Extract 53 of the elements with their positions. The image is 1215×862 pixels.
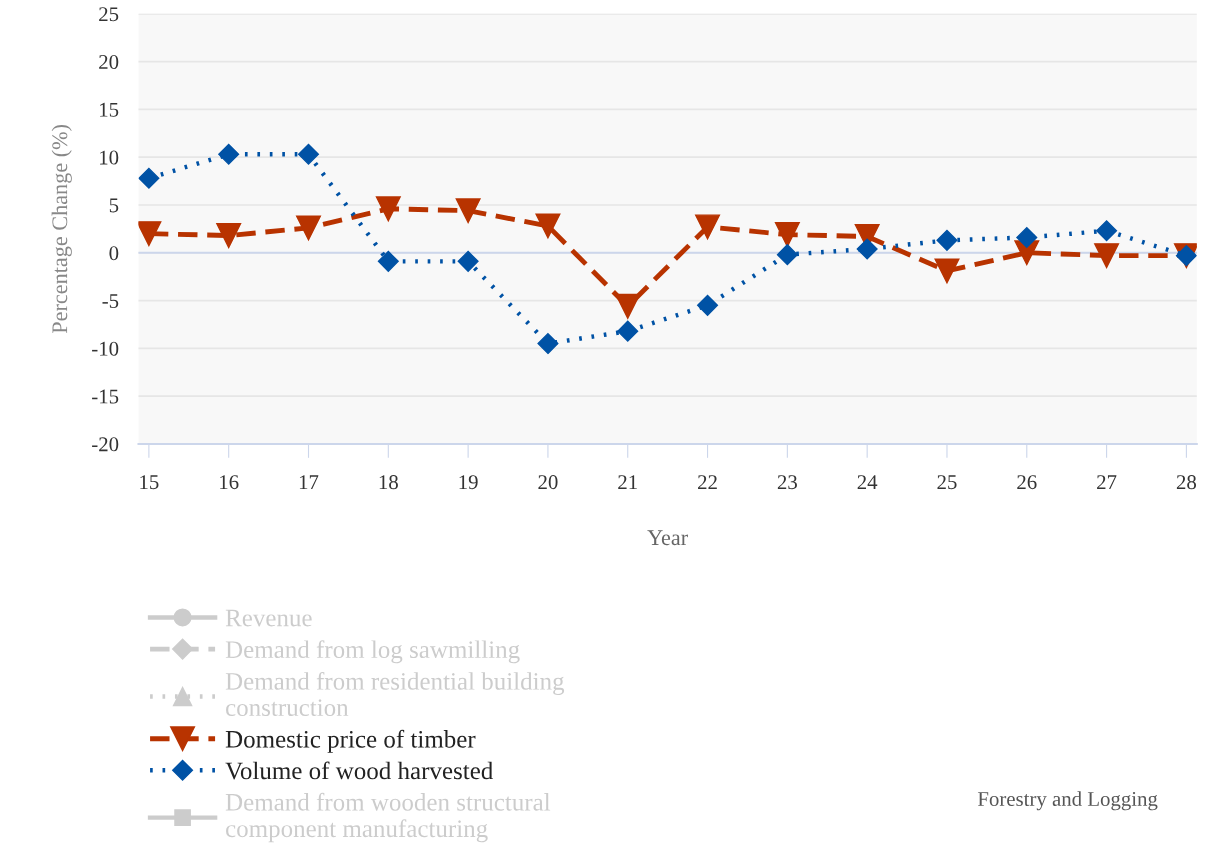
y-tick-label: 25 [99,7,119,22]
y-tick-label: 10 [100,150,119,165]
x-tick-label: 22 [698,475,717,489]
point [936,229,958,251]
point [774,222,800,248]
point [138,167,160,189]
x-tick-label: 18 [379,475,398,490]
y-tick-label: -20 [92,437,119,452]
point [617,320,639,342]
point [218,143,240,165]
legend-label: Domestic price of timber [225,729,476,753]
point [457,250,479,272]
x-tick-label: 17 [299,475,319,489]
y-tick-label: -5 [102,294,119,308]
point [776,244,798,266]
x-tick-label: 20 [538,475,558,490]
y-tick-label: 15 [100,102,119,117]
y-axis-title: Percentage Change (%) [51,124,72,334]
point [297,143,320,165]
point [455,198,481,224]
point [296,215,322,241]
legend-label: Volume of wood harvested [225,761,494,780]
point [535,213,561,239]
point [1016,226,1038,248]
point [216,223,242,249]
x-tick-label: 25 [937,475,957,490]
point [934,258,960,284]
x-tick-label: 16 [220,475,239,490]
point [1096,220,1118,242]
x-tick-label: 19 [459,475,478,490]
point [375,196,401,222]
point [1094,243,1120,269]
y-tick-label: 5 [109,198,119,213]
point [377,250,399,272]
point [856,238,878,260]
x-tick-label: 28 [1176,475,1197,490]
x-tick-label: 21 [618,475,637,489]
x-tick-label: 23 [777,475,797,490]
x-tick-label: 24 [857,475,878,489]
point [615,293,641,319]
point [537,333,559,355]
point [695,214,721,240]
x-tick-label: 26 [1017,475,1037,490]
y-tick-label: 0 [109,246,119,261]
point [138,221,162,247]
x-axis-title: Year [647,530,688,546]
x-tick-label: 27 [1097,475,1117,489]
point [697,294,719,316]
y-tick-label: -10 [92,341,119,356]
y-tick-label: 20 [99,54,119,70]
text: Forestry and Logging [977,791,1158,811]
x-tick-label: 15 [140,475,159,490]
y-tick-label: -15 [92,389,119,404]
